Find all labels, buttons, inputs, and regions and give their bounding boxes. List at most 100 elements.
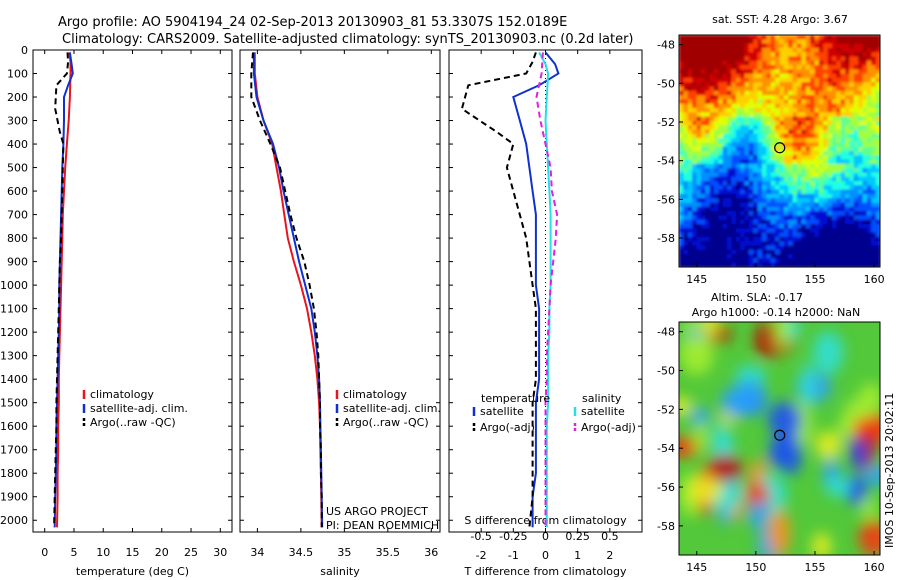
sst-cell	[792, 224, 798, 229]
sst-cell	[788, 215, 794, 221]
sst-cell	[709, 198, 715, 204]
sst-cell	[779, 232, 785, 238]
sst-cell	[775, 151, 781, 156]
sst-cell	[748, 202, 754, 208]
sst-cell	[836, 211, 842, 217]
sst-cell	[748, 146, 754, 152]
sst-cell	[735, 215, 741, 221]
sst-cell	[831, 228, 837, 234]
sst-cell	[805, 219, 811, 225]
sst-cell	[818, 185, 824, 191]
sst-cell	[722, 163, 728, 169]
sst-cell	[779, 73, 785, 79]
sst-cell	[770, 159, 776, 165]
sst-cell	[722, 112, 728, 118]
sst-cell	[862, 236, 868, 242]
sst-cell	[753, 236, 759, 242]
sst-cell	[840, 224, 846, 229]
sst-cell	[679, 215, 684, 221]
sst-cell	[871, 245, 877, 251]
sst-cell	[788, 249, 794, 255]
sst-cell	[849, 258, 855, 264]
sst-cell	[810, 116, 816, 122]
sla-map-title-line1: Altim. SLA: -0.17	[711, 291, 803, 304]
sst-cell	[805, 163, 811, 169]
sst-cell	[722, 224, 728, 229]
sst-cell	[700, 193, 706, 199]
sst-cell	[775, 86, 781, 92]
sst-cell	[871, 56, 877, 62]
sst-cell	[827, 125, 833, 131]
sst-cell	[831, 99, 837, 105]
sst-cell	[775, 232, 781, 238]
sst-cell	[823, 86, 829, 92]
sst-cell	[700, 65, 706, 70]
sst-cell	[858, 245, 864, 251]
sst-cell	[796, 108, 802, 113]
sst-cell	[718, 52, 724, 58]
sst-cell	[810, 245, 816, 251]
sst-cell	[779, 142, 785, 148]
sst-cell	[766, 112, 772, 118]
sst-cell	[845, 224, 851, 229]
sst-cell	[866, 155, 872, 161]
sst-cell	[722, 211, 728, 217]
sst-cell	[853, 86, 859, 92]
sst-cell	[818, 159, 824, 165]
sst-cell	[831, 108, 837, 113]
sst-cell	[805, 73, 811, 79]
sst-cell	[783, 39, 789, 45]
sst-cell	[853, 56, 859, 62]
sst-cell	[757, 90, 763, 96]
legend-label: satellite-adj. clim.	[343, 402, 441, 415]
y-tick-label: 2000	[0, 514, 28, 527]
sst-cell	[775, 245, 781, 251]
sst-cell	[871, 95, 877, 101]
sst-cell	[705, 86, 711, 92]
sst-cell	[814, 211, 820, 217]
sst-cell	[858, 108, 864, 113]
sst-cell	[801, 185, 807, 191]
sst-cell	[796, 245, 802, 251]
sst-cell	[718, 99, 724, 105]
sst-cell	[713, 202, 719, 208]
sst-cell	[713, 125, 719, 131]
sst-cell	[700, 172, 706, 178]
sst-cell	[696, 120, 702, 126]
sst-cell	[858, 56, 864, 62]
sst-cell	[840, 129, 846, 135]
sst-cell	[709, 172, 715, 178]
sst-cell	[836, 228, 842, 234]
sst-cell	[744, 138, 750, 144]
sst-cell	[696, 86, 702, 92]
sst-cell	[845, 185, 851, 191]
sst-cell	[862, 176, 868, 182]
sst-cell	[683, 108, 689, 113]
sst-cell	[735, 189, 741, 195]
sst-cell	[783, 241, 789, 247]
sst-cell	[818, 43, 824, 49]
sst-cell	[845, 60, 851, 66]
sst-cell	[718, 112, 724, 118]
sst-cell	[779, 125, 785, 131]
sst-cell	[705, 219, 711, 225]
sst-cell	[858, 146, 864, 152]
sst-cell	[757, 73, 763, 79]
sst-cell	[779, 258, 785, 264]
sst-cell	[718, 133, 724, 139]
sst-cell	[871, 35, 877, 40]
sst-cell	[735, 73, 741, 79]
sst-cell	[796, 129, 802, 135]
sst-cell	[845, 172, 851, 178]
sst-cell	[840, 77, 846, 83]
sst-cell	[805, 146, 811, 152]
x-tick-label: 35.5	[376, 546, 401, 559]
sst-cell	[744, 181, 750, 186]
sst-cell	[801, 138, 807, 144]
sst-cell	[727, 116, 733, 122]
sst-cell	[862, 168, 868, 174]
sst-cell	[679, 224, 684, 229]
sst-cell	[801, 172, 807, 178]
sla-blob	[679, 334, 714, 376]
